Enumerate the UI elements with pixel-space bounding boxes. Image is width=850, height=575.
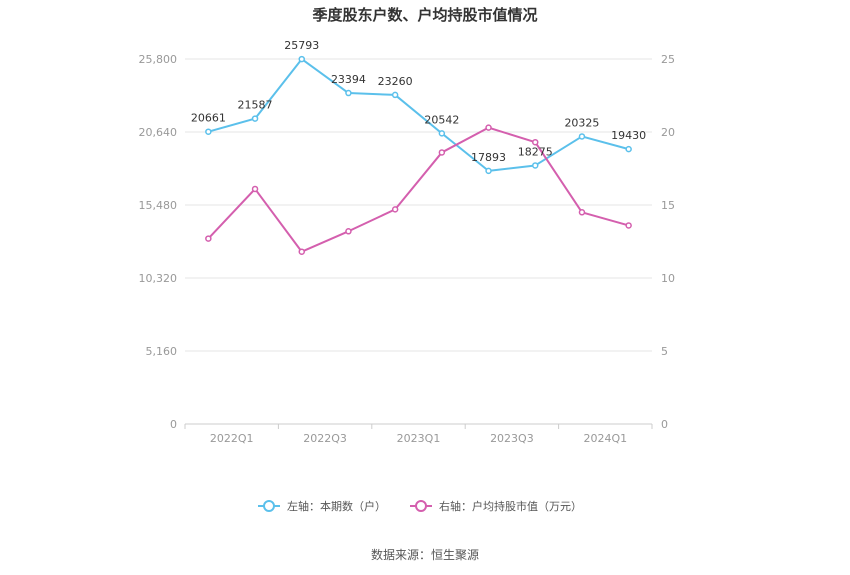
- left-tick-label: 15,480: [139, 199, 178, 212]
- legend: 左轴：本期数（户） 右轴：户均持股市值（万元）: [258, 499, 582, 513]
- data-labels: 20661 21587 25793 23394 23260 20542 17893 18275…: [191, 39, 646, 164]
- data-point: [438, 130, 446, 137]
- data-point: [345, 89, 352, 97]
- data-point: [485, 167, 492, 175]
- legend-label: 左轴：本期数（户）: [287, 499, 386, 513]
- legend-marker: [263, 500, 275, 512]
- data-label: 19430: [611, 129, 646, 142]
- data-label: 23394: [331, 73, 366, 86]
- right-tick-label: 15: [661, 199, 675, 212]
- x-tick-label: 2023Q3: [490, 432, 534, 445]
- left-tick-label: 25,800: [139, 53, 178, 66]
- x-tick-label: 2023Q1: [397, 432, 441, 445]
- data-point: [532, 162, 539, 169]
- chart-title: 季度股东户数、户均持股市值情况: [312, 6, 537, 24]
- x-tick-label: 2022Q3: [303, 432, 347, 445]
- data-point: [438, 149, 446, 156]
- x-tick-label: 2024Q1: [583, 432, 627, 445]
- x-tick-label: 2022Q1: [210, 432, 254, 445]
- data-point: [485, 124, 492, 131]
- legend-label: 右轴：户均持股市值（万元）: [439, 499, 582, 513]
- source-note: 数据来源：恒生聚源: [371, 547, 479, 562]
- data-point: [205, 128, 212, 135]
- data-point: [578, 209, 586, 216]
- data-point: [391, 206, 399, 213]
- data-point: [251, 115, 259, 122]
- data-point: [625, 145, 632, 153]
- series-line-1: [208, 58, 629, 172]
- legend-marker: [415, 500, 427, 512]
- data-label: 17893: [471, 151, 506, 164]
- data-point: [298, 55, 305, 63]
- right-tick-label: 5: [661, 345, 668, 358]
- right-tick-label: 20: [661, 126, 675, 139]
- right-axis-ticks: 0 5 10 15 20 25: [661, 53, 675, 431]
- series-line-2: [207, 126, 629, 253]
- data-label: 25793: [284, 39, 319, 52]
- data-label: 23260: [378, 75, 413, 88]
- data-point: [391, 91, 399, 99]
- left-axis-ticks: 0 5,160 10,320 15,480 20,640 25,800: [139, 53, 178, 431]
- data-point: [532, 138, 539, 146]
- data-label: 18275: [518, 145, 553, 158]
- right-tick-label: 0: [661, 418, 668, 431]
- data-point: [625, 222, 632, 229]
- data-label: 20542: [424, 113, 459, 126]
- data-point: [251, 185, 259, 193]
- data-label: 20661: [191, 112, 226, 125]
- data-point: [578, 133, 586, 140]
- left-tick-label: 20,640: [139, 126, 178, 139]
- left-tick-label: 10,320: [139, 272, 178, 285]
- x-axis-ticks: 2022Q1 2022Q3 2023Q1 2023Q3 2024Q1: [184, 424, 653, 445]
- data-point: [345, 228, 352, 235]
- right-tick-label: 10: [661, 272, 675, 285]
- data-point: [298, 248, 305, 255]
- data-label: 20325: [564, 116, 599, 129]
- left-tick-label: 0: [170, 418, 177, 431]
- data-point: [205, 235, 212, 242]
- grid: [185, 58, 652, 425]
- right-tick-label: 25: [661, 53, 675, 66]
- data-label: 21587: [238, 99, 273, 112]
- series-layer: [205, 55, 632, 255]
- left-tick-label: 5,160: [146, 345, 178, 358]
